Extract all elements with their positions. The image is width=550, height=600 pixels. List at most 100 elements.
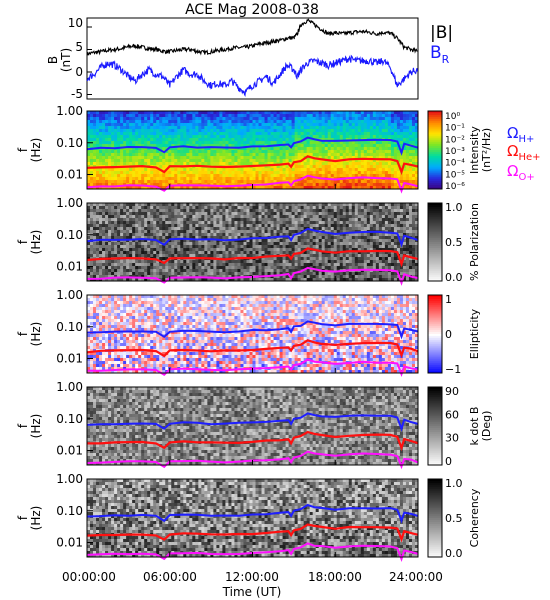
heatmap-cell bbox=[300, 123, 305, 127]
heatmap-cell bbox=[126, 120, 130, 124]
heatmap-cell bbox=[177, 221, 181, 225]
heatmap-cell bbox=[336, 114, 341, 118]
heatmap-cell bbox=[105, 177, 109, 181]
heatmap-cell bbox=[183, 209, 187, 213]
heatmap-cell bbox=[108, 272, 112, 276]
heatmap-cell bbox=[129, 141, 133, 145]
heatmap-cell bbox=[198, 251, 202, 255]
heatmap-cell bbox=[153, 132, 157, 136]
heatmap-cell bbox=[354, 120, 359, 124]
heatmap-cell bbox=[162, 144, 166, 148]
heatmap-cell bbox=[198, 174, 202, 178]
heatmap-cell bbox=[333, 126, 338, 130]
heatmap-cell bbox=[162, 278, 166, 282]
heatmap-cell bbox=[213, 135, 217, 139]
power-colorbar-tick: 10⁻² bbox=[445, 135, 465, 145]
heatmap-cell bbox=[321, 150, 326, 154]
heatmap-cell bbox=[177, 245, 181, 249]
heatmap-cell bbox=[396, 114, 401, 118]
heatmap-cell bbox=[240, 248, 244, 252]
heatmap-cell bbox=[99, 180, 103, 184]
heatmap-cell bbox=[138, 153, 142, 157]
heatmap-cell bbox=[189, 254, 193, 258]
heatmap-cell bbox=[225, 254, 229, 258]
heatmap-cell bbox=[291, 183, 296, 187]
heatmap-cell bbox=[216, 159, 220, 163]
heatmap-cell bbox=[90, 206, 94, 210]
heatmap-cell bbox=[393, 153, 398, 157]
heatmap-cell bbox=[411, 171, 416, 175]
heatmap-cell bbox=[195, 269, 199, 273]
heatmap-cell bbox=[210, 138, 214, 142]
heatmap-cell bbox=[177, 209, 181, 213]
heatmap-cell bbox=[102, 177, 106, 181]
heatmap-cell bbox=[123, 251, 127, 255]
heatmap-cell bbox=[210, 239, 214, 243]
heatmap-cell bbox=[246, 272, 250, 276]
heatmap-cell bbox=[210, 218, 214, 222]
heatmap-cell bbox=[318, 171, 323, 175]
heatmap-cell bbox=[153, 209, 157, 213]
heatmap-cell bbox=[360, 183, 365, 187]
heatmap-cell bbox=[99, 269, 103, 273]
heatmap-cell bbox=[228, 183, 232, 187]
heatmap-cell bbox=[366, 126, 371, 130]
heatmap-cell bbox=[153, 129, 157, 133]
heatmap-cell bbox=[276, 114, 280, 118]
heatmap-cell bbox=[228, 147, 232, 151]
heatmap-cell bbox=[237, 263, 241, 267]
heatmap-cell bbox=[168, 123, 172, 127]
heatmap-cell bbox=[135, 242, 139, 246]
heatmap-cell bbox=[384, 135, 389, 139]
heatmap-cell bbox=[381, 162, 386, 166]
heatmap-cell bbox=[177, 224, 181, 228]
heatmap-cell bbox=[258, 242, 262, 246]
heatmap-cell bbox=[225, 117, 229, 121]
heatmap-cell bbox=[312, 206, 317, 210]
heatmap-cell bbox=[267, 257, 271, 261]
heatmap-cell bbox=[153, 221, 157, 225]
heatmap-cell bbox=[99, 272, 103, 276]
heatmap-cell bbox=[408, 156, 413, 160]
heatmap-cell bbox=[147, 242, 151, 246]
heatmap-cell bbox=[165, 215, 169, 219]
heatmap-cell bbox=[288, 221, 293, 225]
heatmap-cell bbox=[102, 221, 106, 225]
heatmap-cell bbox=[225, 162, 229, 166]
heatmap-cell bbox=[390, 123, 395, 127]
heatmap-cell bbox=[180, 218, 184, 222]
heatmap-cell bbox=[294, 180, 299, 184]
heatmap-cell bbox=[285, 239, 290, 243]
heatmap-cell bbox=[123, 248, 127, 252]
heatmap-cell bbox=[378, 114, 383, 118]
heatmap-cell bbox=[186, 135, 190, 139]
heatmap-cell bbox=[96, 272, 100, 276]
heatmap-cell bbox=[327, 123, 332, 127]
heatmap-cell bbox=[351, 147, 356, 151]
heatmap-cell bbox=[402, 147, 407, 151]
heatmap-cell bbox=[114, 260, 118, 264]
colorbar-segment bbox=[428, 150, 442, 153]
heatmap-cell bbox=[222, 218, 226, 222]
heatmap-cell bbox=[393, 162, 398, 166]
heatmap-cell bbox=[192, 218, 196, 222]
heatmap-cell bbox=[93, 174, 97, 178]
heatmap-cell bbox=[180, 147, 184, 151]
heatmap-cell bbox=[213, 221, 217, 225]
heatmap-cell bbox=[261, 215, 265, 219]
heatmap-cell bbox=[237, 278, 241, 282]
heatmap-cell bbox=[147, 269, 151, 273]
heatmap-cell bbox=[300, 132, 305, 136]
heatmap-cell bbox=[372, 117, 377, 121]
heatmap-cell bbox=[114, 218, 118, 222]
heatmap-cell bbox=[231, 123, 235, 127]
heatmap-cell bbox=[117, 162, 121, 166]
heatmap-cell bbox=[120, 123, 124, 127]
heatmap-cell bbox=[369, 162, 374, 166]
heatmap-cell bbox=[123, 123, 127, 127]
heatmap-cell bbox=[270, 251, 274, 255]
heatmap-cell bbox=[261, 132, 265, 136]
heatmap-cell bbox=[168, 180, 172, 184]
heatmap-cell bbox=[225, 138, 229, 142]
heatmap-cell bbox=[222, 203, 226, 207]
